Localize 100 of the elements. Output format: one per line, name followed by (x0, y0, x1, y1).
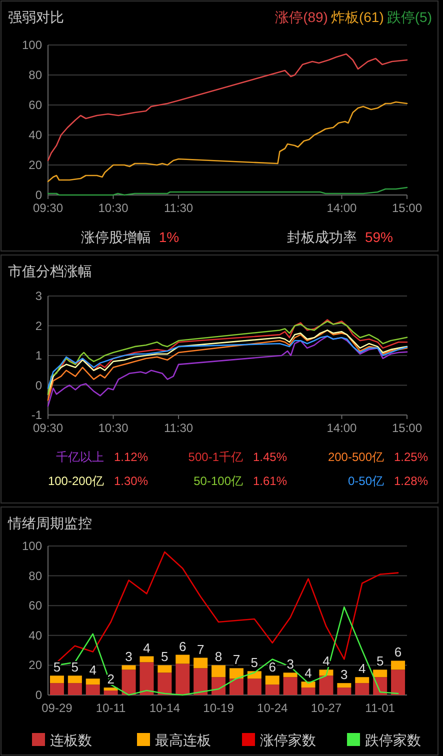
bar (373, 670, 388, 678)
x-tick-label: 09:30 (32, 201, 64, 215)
bar (391, 670, 406, 695)
x-tick-label: 11-01 (365, 701, 396, 715)
bar (283, 672, 298, 678)
line-series (47, 101, 408, 182)
data-label: 6 (394, 644, 402, 660)
bar (337, 688, 352, 695)
y-tick-label: 100 (22, 38, 42, 52)
bar (104, 688, 118, 691)
line-series (47, 336, 408, 389)
text: 涨停(89) (275, 9, 328, 25)
x-tick-label: 15:00 (392, 421, 422, 435)
text: 1.25% (394, 450, 428, 464)
line-series (47, 336, 408, 407)
bar (140, 656, 154, 662)
x-tick-label: 10-11 (96, 701, 126, 715)
y-tick-label: 2 (35, 318, 42, 333)
text: 200-500亿 (328, 450, 384, 464)
data-label: 8 (214, 649, 222, 664)
x-tick-label: 10:30 (98, 201, 129, 215)
data-label: 4 (304, 666, 312, 681)
data-label: 6 (268, 660, 276, 675)
text: 千亿以上 (56, 450, 104, 464)
text: 500-1千亿 (188, 450, 243, 464)
bar (212, 665, 226, 678)
text: 1.30% (114, 474, 148, 488)
bar (50, 676, 64, 684)
data-label: 5 (53, 660, 61, 675)
data-label: 5 (250, 655, 258, 670)
x-tick-label: 10-24 (257, 701, 288, 715)
text: 炸板(61) (330, 9, 384, 25)
text: 1.45% (253, 450, 288, 464)
bar (86, 684, 100, 695)
x-tick-label: 11:30 (164, 421, 194, 435)
y-tick-label: 3 (35, 289, 42, 303)
x-tick-label: 10-14 (149, 701, 180, 715)
text: 1.28% (394, 474, 428, 488)
chart-title: 强弱对比 (8, 9, 64, 25)
bar (265, 684, 280, 695)
data-label: 5 (376, 654, 384, 669)
bar (355, 677, 370, 684)
y-tick-label: 80 (28, 568, 42, 583)
legend-label: 涨停家数 (260, 732, 316, 748)
bar (158, 672, 172, 695)
bar (319, 676, 334, 695)
bar (319, 670, 334, 676)
text: 50-100亿 (194, 474, 243, 488)
y-tick-label: 1 (35, 348, 42, 362)
bar (122, 665, 136, 670)
bar (301, 688, 316, 695)
bar (68, 676, 82, 684)
bar (301, 682, 316, 688)
y-tick-label: 80 (28, 68, 42, 82)
text: 0-50亿 (348, 474, 384, 488)
bar (194, 658, 208, 668)
bar (122, 670, 136, 695)
text: 100-200亿 (48, 474, 104, 488)
chart-title: 市值分档涨幅 (8, 263, 92, 279)
bar (212, 677, 226, 695)
text: 封板成功率 59% (286, 229, 394, 245)
bar (229, 678, 244, 695)
bar (176, 654, 190, 664)
bar (355, 683, 370, 695)
x-tick-label: 14:00 (326, 421, 358, 435)
bar (50, 683, 64, 695)
data-label: 4 (322, 654, 330, 669)
bar (283, 677, 298, 695)
line-series (47, 53, 408, 162)
bar (68, 683, 82, 695)
legend-label: 连板数 (50, 732, 92, 748)
data-label: 7 (232, 652, 240, 668)
chart-title: 情绪周期监控 (7, 515, 92, 531)
bar (194, 668, 208, 695)
bar (104, 690, 118, 695)
text: 1.61% (253, 474, 288, 488)
y-tick-label: 0 (35, 378, 42, 392)
bar (229, 668, 244, 679)
data-label: 4 (143, 640, 150, 656)
x-tick-label: 14:00 (326, 201, 358, 215)
data-label: 5 (71, 660, 79, 675)
bar (158, 665, 172, 673)
y-tick-label: 100 (22, 539, 42, 553)
bar (337, 683, 352, 688)
y-tick-label: -1 (31, 408, 42, 422)
y-tick-label: 40 (28, 128, 42, 142)
data-label: 4 (358, 661, 366, 676)
bar (140, 662, 154, 695)
y-tick-label: 60 (28, 598, 42, 613)
bar (176, 664, 190, 695)
data-label: 3 (340, 667, 348, 682)
legend-label: 最高连板 (155, 732, 211, 748)
y-tick-label: 0 (35, 188, 42, 202)
x-tick-label: 11:30 (164, 201, 194, 215)
data-label: 5 (161, 649, 168, 664)
data-label: 4 (89, 662, 96, 678)
y-tick-label: 0 (35, 688, 42, 702)
y-tick-label: 20 (28, 658, 42, 672)
x-tick-label: 09-29 (42, 701, 73, 715)
data-label: 7 (196, 642, 204, 657)
